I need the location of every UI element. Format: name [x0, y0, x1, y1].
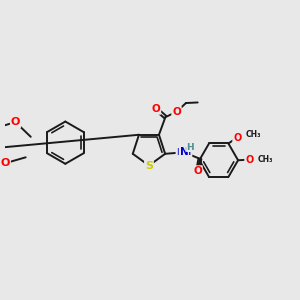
Text: O: O	[193, 166, 202, 176]
Text: N: N	[179, 147, 188, 157]
Text: S: S	[145, 160, 153, 171]
Text: CH₃: CH₃	[246, 130, 262, 139]
Text: O: O	[172, 107, 181, 117]
Text: O: O	[245, 155, 253, 165]
Text: O: O	[233, 133, 241, 142]
Text: O: O	[11, 117, 20, 127]
Text: O: O	[1, 158, 10, 168]
Text: CH₃: CH₃	[258, 154, 274, 164]
Text: NH: NH	[176, 148, 191, 157]
Text: H: H	[187, 142, 194, 152]
Text: O: O	[152, 104, 160, 114]
